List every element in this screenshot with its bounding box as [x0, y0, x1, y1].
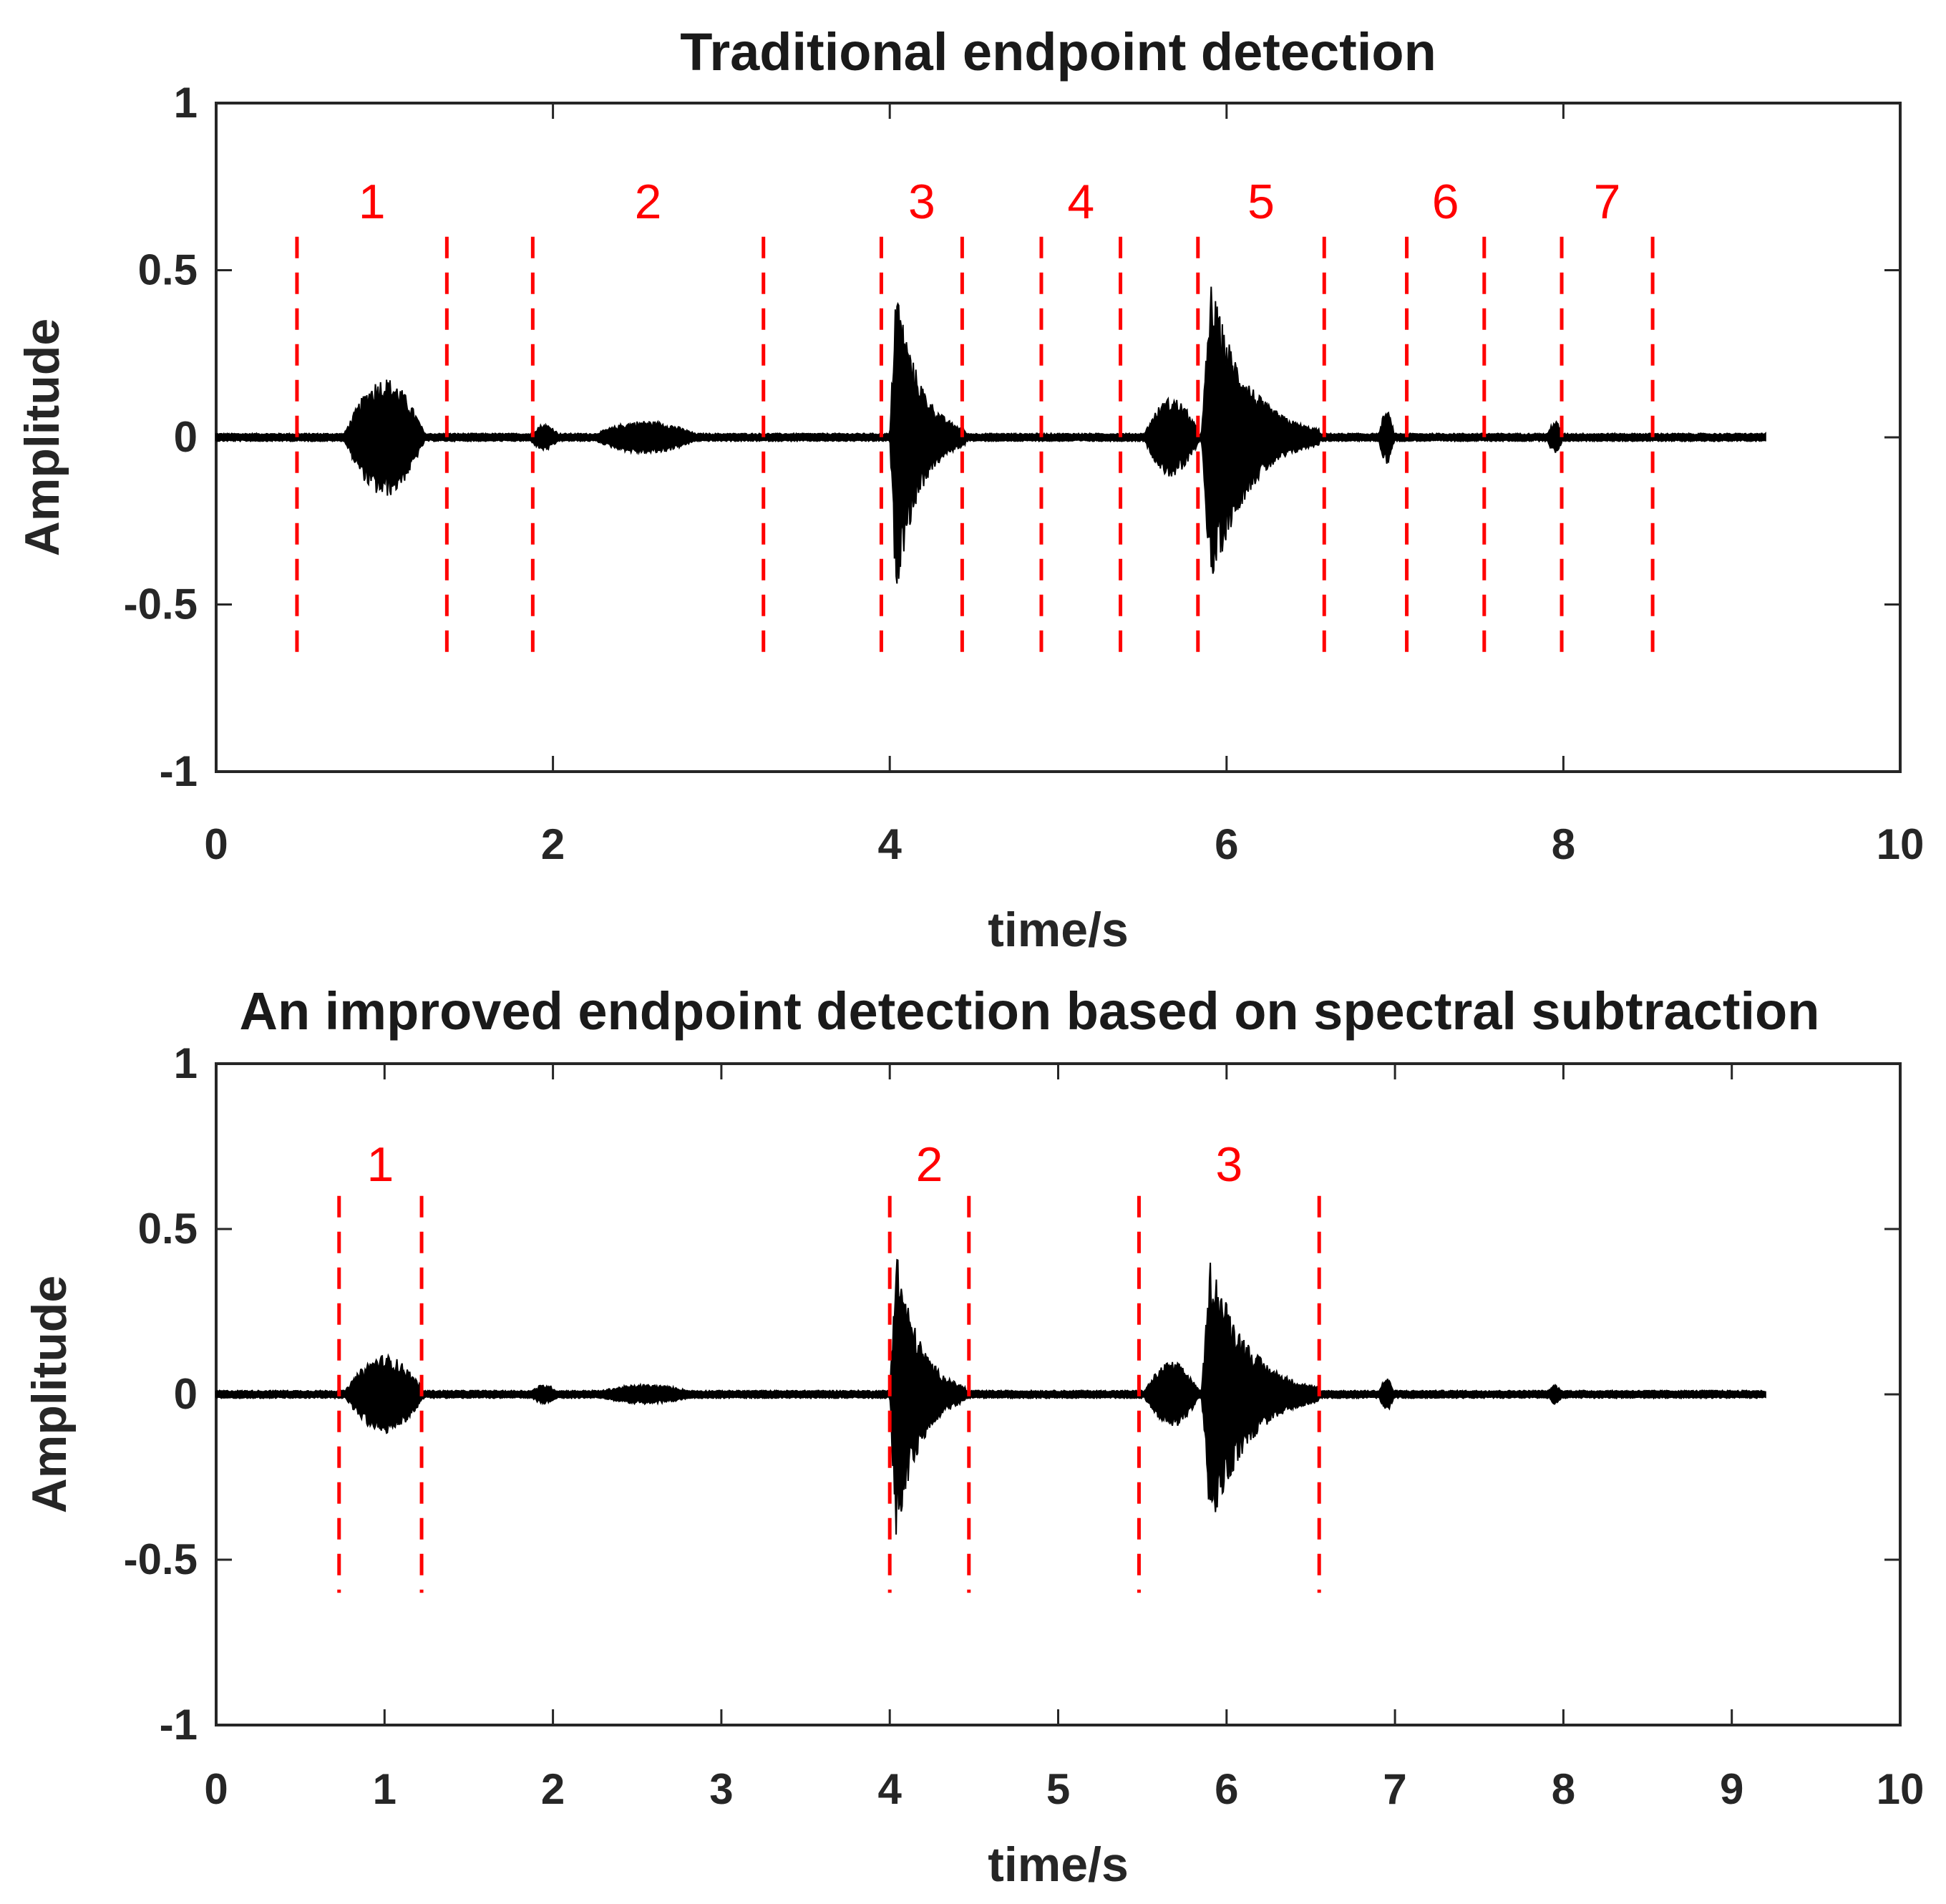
- x-axis-label: time/s: [988, 903, 1129, 957]
- waveform-series: [215, 1258, 1766, 1535]
- segment-label: 6: [1432, 175, 1459, 229]
- x-tick-label: 8: [1552, 820, 1575, 868]
- y-tick-label: -0.5: [124, 1535, 198, 1583]
- y-axis-label: Amplitude: [22, 1276, 77, 1513]
- y-tick-label: 1: [174, 79, 198, 127]
- x-tick-label: 4: [878, 1765, 903, 1813]
- x-tick-label: 5: [1046, 1765, 1070, 1813]
- x-tick-label: 1: [373, 1765, 397, 1813]
- y-tick-label: 0: [174, 1370, 198, 1418]
- segment-label: 3: [1215, 1137, 1242, 1192]
- y-axis-label: Amplitude: [15, 319, 69, 556]
- x-tick-label: 2: [541, 1765, 565, 1813]
- segment-label: 1: [367, 1137, 394, 1192]
- x-tick-label: 10: [1877, 820, 1925, 868]
- segment-label: 7: [1594, 175, 1621, 229]
- segment-label: 5: [1247, 175, 1275, 229]
- y-tick-label: 0: [174, 413, 198, 461]
- segment-label: 1: [359, 175, 386, 229]
- waveform-series: [215, 286, 1766, 584]
- x-tick-label: 3: [709, 1765, 733, 1813]
- x-tick-label: 9: [1720, 1765, 1743, 1813]
- x-axis-label: time/s: [988, 1837, 1129, 1892]
- y-tick-label: 0.5: [138, 1205, 198, 1253]
- x-tick-label: 0: [204, 1765, 228, 1813]
- x-tick-label: 10: [1877, 1765, 1925, 1813]
- panel-improved: An improved endpoint detection based on …: [22, 981, 1924, 1892]
- y-tick-label: 1: [174, 1039, 198, 1087]
- segment-label: 4: [1067, 175, 1094, 229]
- x-tick-label: 8: [1552, 1765, 1575, 1813]
- x-tick-label: 6: [1215, 1765, 1238, 1813]
- x-tick-label: 7: [1383, 1765, 1406, 1813]
- x-tick-label: 4: [878, 820, 903, 868]
- x-tick-label: 0: [204, 820, 228, 868]
- chart-title: An improved endpoint detection based on …: [240, 981, 1820, 1041]
- segment-label: 2: [916, 1137, 943, 1192]
- chart-title: Traditional endpoint detection: [680, 22, 1436, 82]
- segment-label: 3: [908, 175, 935, 229]
- y-tick-label: -1: [160, 747, 198, 795]
- y-tick-label: -1: [160, 1701, 198, 1749]
- y-tick-label: 0.5: [138, 246, 198, 294]
- x-tick-label: 2: [541, 820, 565, 868]
- x-tick-label: 6: [1215, 820, 1238, 868]
- segment-label: 2: [635, 175, 662, 229]
- y-tick-label: -0.5: [124, 581, 198, 628]
